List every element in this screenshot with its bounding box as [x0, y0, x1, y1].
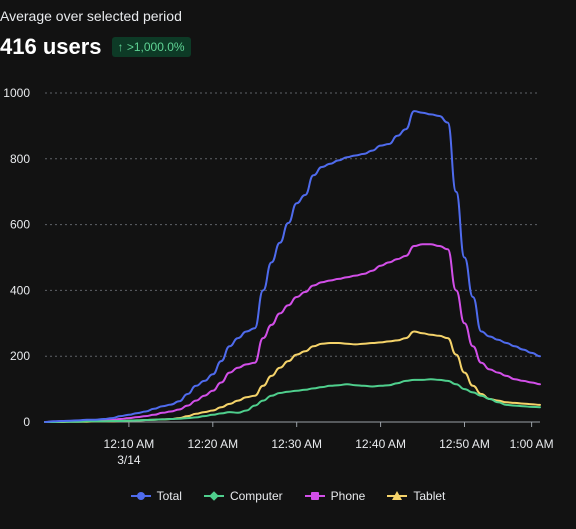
legend-item-computer[interactable]: Computer — [203, 489, 283, 503]
legend-item-total[interactable]: Total — [130, 489, 182, 503]
x-tick-label-1: 12:20 AM — [187, 437, 238, 451]
legend-item-phone[interactable]: Phone — [304, 489, 366, 503]
chart-subtitle: Average over selected period — [0, 8, 182, 24]
legend-label-tablet: Tablet — [413, 489, 446, 503]
x-tick-label-3: 12:40 AM — [355, 437, 406, 451]
x-tick-sublabel-0: 3/14 — [117, 453, 141, 467]
chart-legend: Total Computer Phone Tablet — [0, 489, 576, 503]
legend-swatch-phone — [304, 490, 325, 502]
legend-label-phone: Phone — [330, 489, 366, 503]
legend-label-total: Total — [156, 489, 182, 503]
y-tick-600: 600 — [10, 218, 30, 232]
y-tick-200: 200 — [10, 349, 30, 363]
y-tick-800: 800 — [10, 152, 30, 166]
chart-header: Average over selected period 416 users ↑… — [0, 8, 191, 60]
x-tick-label-0: 12:10 AM — [104, 437, 155, 451]
legend-swatch-computer — [203, 490, 224, 502]
change-badge: ↑ >1,000.0% — [111, 37, 191, 57]
x-tick-label-4: 12:50 AM — [439, 437, 490, 451]
y-tick-0: 0 — [23, 415, 30, 429]
legend-item-tablet[interactable]: Tablet — [387, 489, 445, 503]
legend-label-computer: Computer — [229, 489, 283, 503]
x-tick-label-2: 12:30 AM — [271, 437, 322, 451]
y-tick-400: 400 — [10, 283, 30, 297]
legend-swatch-total — [130, 490, 151, 502]
legend-swatch-tablet — [387, 490, 408, 502]
metric-row: 416 users ↑ >1,000.0% — [0, 34, 191, 60]
metric-value: 416 users — [0, 34, 102, 59]
series-line-total — [44, 110, 541, 423]
y-tick-1000: 1000 — [3, 86, 30, 100]
series-line-computer — [44, 378, 541, 424]
series-line-phone — [44, 243, 541, 423]
x-tick-label-5: 1:00 AM — [510, 437, 554, 451]
series-line-tablet — [44, 330, 541, 424]
